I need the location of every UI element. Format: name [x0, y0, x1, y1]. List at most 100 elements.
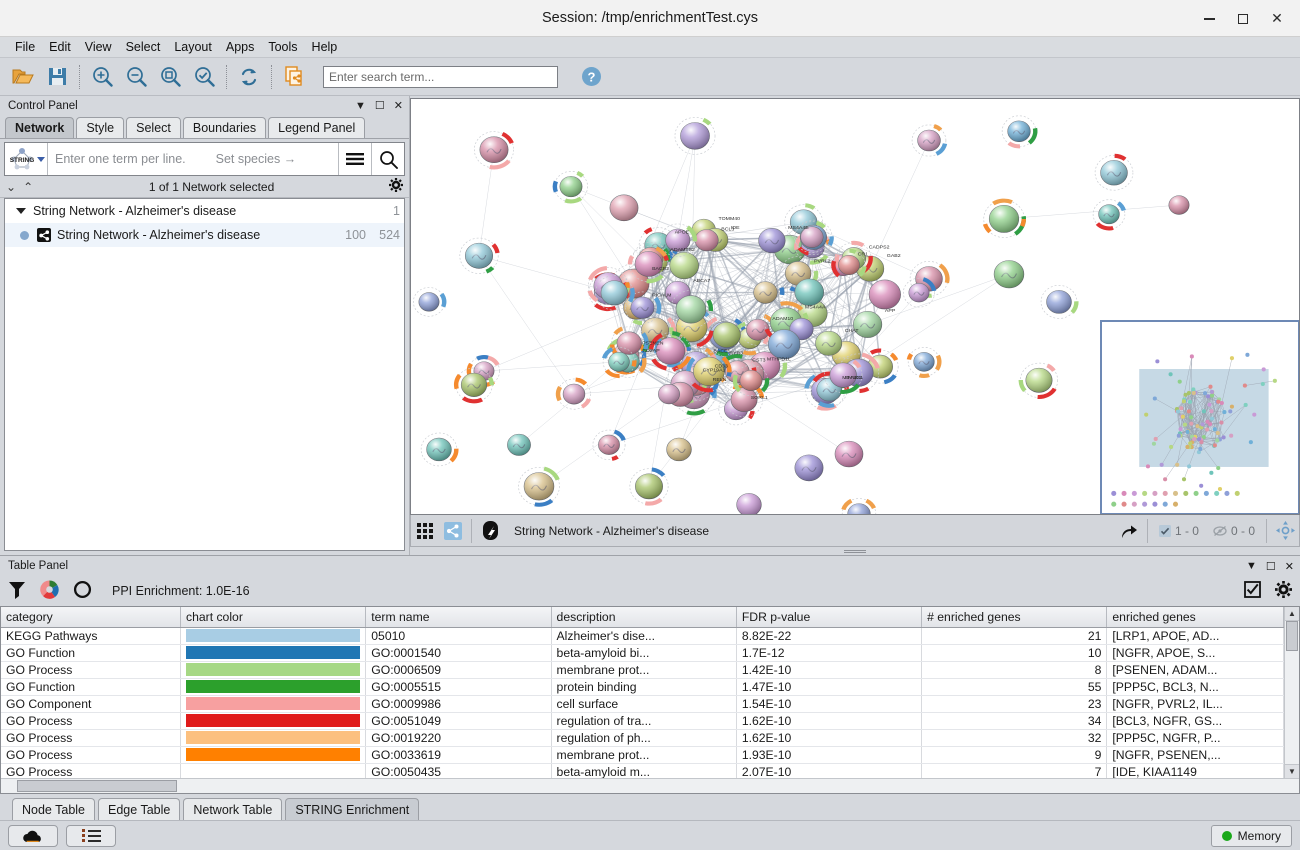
- network-node[interactable]: [629, 467, 669, 506]
- zoom-fit-icon[interactable]: [153, 61, 187, 93]
- network-node[interactable]: [609, 194, 639, 222]
- network-node[interactable]: [507, 433, 531, 456]
- network-node[interactable]: [674, 117, 716, 155]
- table-row[interactable]: GO Process GO:0051049 regulation of tra...…: [1, 712, 1284, 730]
- string-term-input[interactable]: Enter one term per line. Set species →: [47, 143, 338, 175]
- network-node[interactable]: [993, 260, 1025, 289]
- network-node[interactable]: [794, 454, 824, 482]
- checkbox-icon[interactable]: [1244, 581, 1261, 601]
- zoom-in-icon[interactable]: [85, 61, 119, 93]
- table-row[interactable]: GO Process GO:0006509 membrane prot... 1.42…: [1, 661, 1284, 679]
- horizontal-scroll-thumb[interactable]: [17, 780, 177, 792]
- task-list-icon[interactable]: [66, 824, 116, 847]
- tree-network-row[interactable]: String Network - Alzheimer's disease 100…: [5, 223, 404, 247]
- edge-selection-icon[interactable]: 0 - 0: [1206, 524, 1262, 538]
- open-folder-icon[interactable]: [6, 61, 40, 93]
- set-species-link[interactable]: Set species →: [215, 152, 297, 166]
- control-panel-dropdown-icon[interactable]: ▼: [355, 99, 366, 112]
- network-node[interactable]: [1018, 362, 1059, 400]
- table-vertical-scrollbar[interactable]: ▲ ▼: [1284, 607, 1299, 778]
- network-node[interactable]: [666, 437, 692, 462]
- column-header-fdr-pvalue[interactable]: FDR p-value: [736, 607, 923, 628]
- network-node[interactable]: [592, 429, 626, 461]
- column-header-term-name[interactable]: term name: [365, 607, 552, 628]
- network-node[interactable]: [609, 326, 649, 360]
- menu-item-help[interactable]: Help: [311, 40, 338, 54]
- scroll-down-arrow-icon[interactable]: ▼: [1285, 764, 1299, 778]
- network-node[interactable]: [595, 275, 635, 311]
- menu-item-edit[interactable]: Edit: [49, 40, 71, 54]
- expand-all-icon[interactable]: ⌃: [23, 179, 35, 194]
- network-node[interactable]: [902, 277, 937, 308]
- hamburger-menu-icon[interactable]: [338, 143, 371, 175]
- help-icon[interactable]: ?: [574, 61, 608, 93]
- network-node[interactable]: [732, 364, 770, 397]
- network-node[interactable]: [1092, 199, 1126, 231]
- refresh-icon[interactable]: [232, 61, 266, 93]
- network-node[interactable]: [627, 245, 670, 284]
- network-node[interactable]: [740, 313, 776, 346]
- network-node[interactable]: [841, 498, 877, 514]
- network-node[interactable]: [794, 278, 825, 306]
- export-network-icon[interactable]: [277, 61, 311, 93]
- tab-legend-panel[interactable]: Legend Panel: [268, 117, 366, 138]
- network-node[interactable]: [758, 228, 786, 254]
- zoom-out-icon[interactable]: [119, 61, 153, 93]
- tab-network[interactable]: Network: [5, 117, 75, 138]
- network-node[interactable]: [747, 276, 785, 309]
- table-horizontal-scrollbar[interactable]: [1, 778, 1299, 793]
- collapse-all-icon[interactable]: ⌄: [6, 179, 18, 194]
- tab-node-table[interactable]: Node Table: [12, 798, 96, 820]
- control-panel-close-icon[interactable]: ✕: [393, 100, 403, 112]
- network-node[interactable]: [601, 346, 637, 379]
- share-network-icon[interactable]: [439, 516, 467, 546]
- network-node[interactable]: [694, 229, 719, 252]
- string-species-caret-icon[interactable]: [36, 156, 45, 162]
- menu-item-apps[interactable]: Apps: [225, 40, 255, 54]
- network-node[interactable]: [624, 291, 662, 326]
- network-node[interactable]: [1001, 115, 1038, 149]
- panel-split-handle[interactable]: [410, 547, 1300, 555]
- table-row[interactable]: KEGG Pathways 05010 Alzheimer's dise... 8.8…: [1, 627, 1284, 645]
- tab-network-table[interactable]: Network Table: [183, 798, 283, 820]
- vertical-scroll-thumb[interactable]: [1286, 621, 1298, 651]
- network-node[interactable]: [454, 367, 494, 404]
- network-node[interactable]: [552, 170, 588, 204]
- table-row[interactable]: GO Process GO:0019220 regulation of ph... 1…: [1, 729, 1284, 747]
- network-node[interactable]: [736, 493, 762, 514]
- table-row[interactable]: GO Function GO:0001540 beta-amyloid bi... 1…: [1, 644, 1284, 662]
- table-panel-close-icon[interactable]: ✕: [1284, 560, 1294, 573]
- network-node[interactable]: [906, 346, 942, 378]
- table-panel-dropdown-icon[interactable]: ▼: [1246, 560, 1257, 572]
- memory-status-chip[interactable]: Memory: [1210, 824, 1292, 847]
- tab-string-enrichment[interactable]: STRING Enrichment: [285, 798, 420, 820]
- zoom-selected-icon[interactable]: [187, 61, 221, 93]
- network-node[interactable]: [669, 251, 699, 280]
- close-icon[interactable]: ✕: [1271, 10, 1283, 26]
- network-node[interactable]: [831, 248, 867, 281]
- network-node[interactable]: [853, 311, 883, 338]
- node-selection-icon[interactable]: 1 - 0: [1152, 524, 1206, 538]
- table-row[interactable]: GO Process GO:0033619 membrane prot... 1.93…: [1, 746, 1284, 764]
- table-panel-float-icon[interactable]: ☐: [1265, 560, 1276, 573]
- tab-edge-table[interactable]: Edge Table: [98, 798, 181, 820]
- menu-item-file[interactable]: File: [15, 40, 36, 54]
- network-canvas[interactable]: MT-ND1 GAB2 RYR3 ADAMTS2 PVRL2 SMUG1 TOMM40 REL…: [410, 98, 1300, 515]
- menu-item-layout[interactable]: Layout: [174, 40, 212, 54]
- network-node[interactable]: [794, 220, 830, 253]
- donut-ring-icon[interactable]: [73, 580, 92, 602]
- column-header-description[interactable]: description: [551, 607, 737, 628]
- navigation-icon[interactable]: [1271, 516, 1299, 546]
- chevron-down-icon[interactable]: [16, 208, 26, 214]
- control-panel-float-icon[interactable]: ☐: [374, 100, 385, 112]
- network-node[interactable]: [659, 223, 698, 257]
- network-node[interactable]: [686, 351, 732, 393]
- network-node[interactable]: [420, 432, 459, 467]
- column-header-category[interactable]: category: [1, 607, 181, 628]
- birds-eye-overview[interactable]: [1100, 320, 1299, 514]
- network-node[interactable]: [1094, 153, 1134, 191]
- network-node[interactable]: [767, 329, 801, 360]
- network-node[interactable]: [1040, 285, 1079, 319]
- network-node[interactable]: [413, 287, 447, 317]
- string-logo-icon[interactable]: STRING: [5, 143, 47, 175]
